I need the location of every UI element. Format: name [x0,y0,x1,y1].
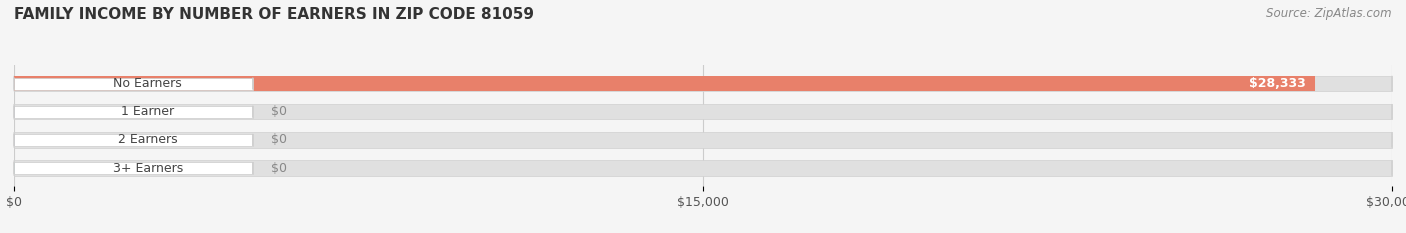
Text: 2 Earners: 2 Earners [118,134,177,146]
Bar [14,160,1392,176]
Bar [14,106,253,118]
Text: $0: $0 [271,134,287,146]
Bar [14,76,1392,91]
Bar [14,78,253,90]
Text: Source: ZipAtlas.com: Source: ZipAtlas.com [1267,7,1392,20]
Bar [14,132,1392,148]
Text: 1 Earner: 1 Earner [121,105,174,118]
Bar [14,134,253,146]
Text: 3+ Earners: 3+ Earners [112,161,183,175]
Bar [14,76,1316,91]
Text: No Earners: No Earners [114,77,183,90]
Text: $0: $0 [271,161,287,175]
Bar [14,104,1392,120]
Bar [14,162,253,174]
Text: $28,333: $28,333 [1250,77,1306,90]
Text: $0: $0 [271,105,287,118]
Text: FAMILY INCOME BY NUMBER OF EARNERS IN ZIP CODE 81059: FAMILY INCOME BY NUMBER OF EARNERS IN ZI… [14,7,534,22]
